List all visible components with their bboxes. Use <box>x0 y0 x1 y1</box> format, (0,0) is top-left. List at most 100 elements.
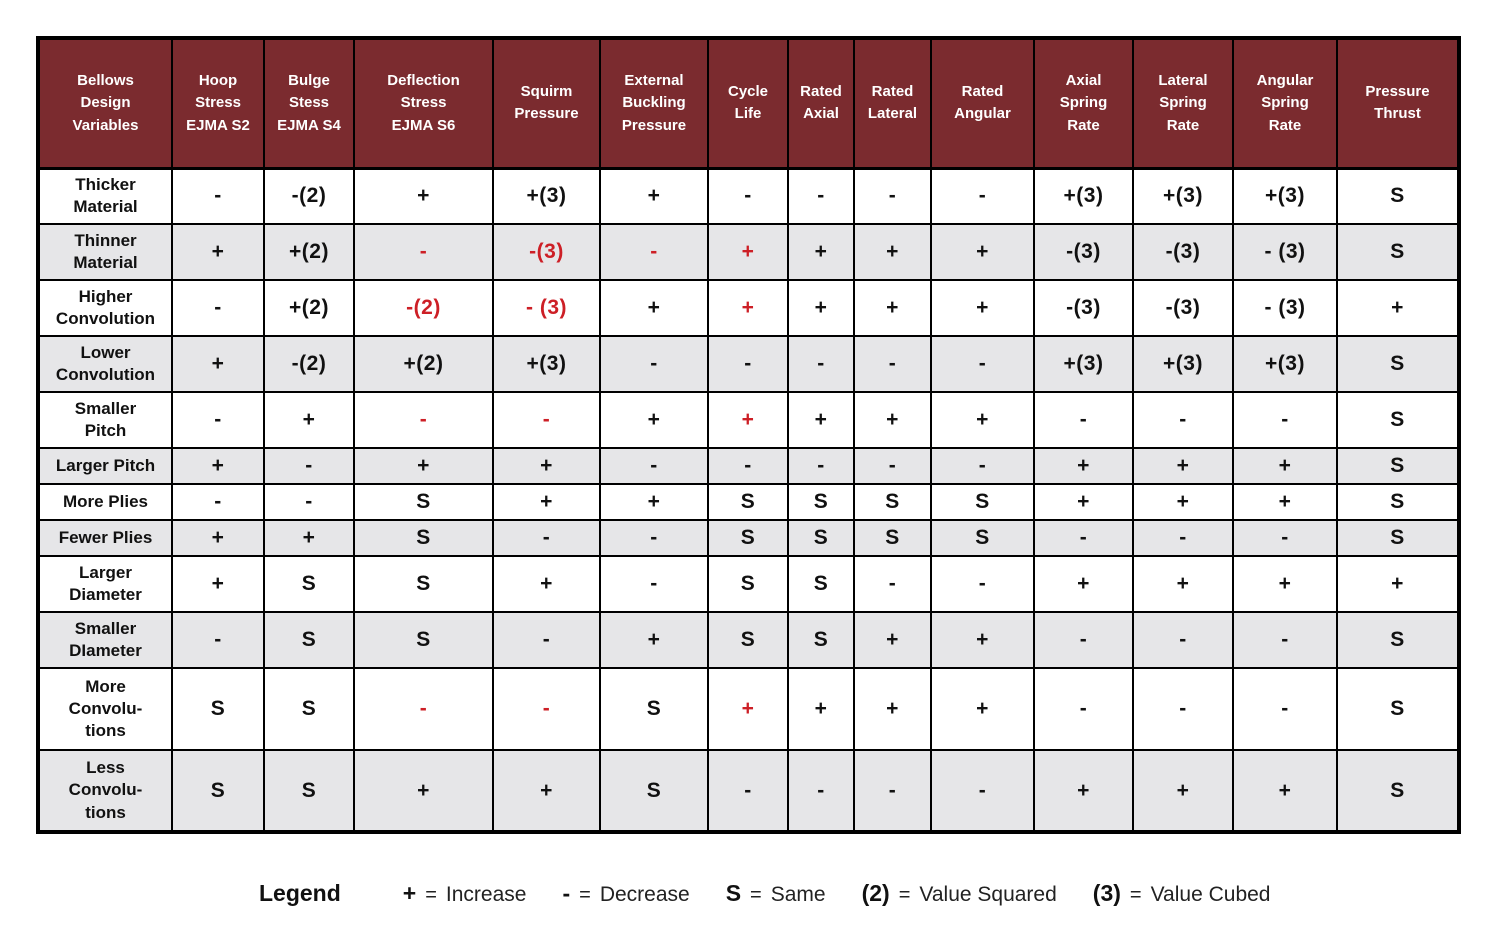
row-label: Less Convolu- tions <box>37 749 173 833</box>
table-cell: - <box>171 483 265 521</box>
table-cell: - <box>353 391 494 449</box>
table-cell: - <box>707 749 789 833</box>
table-cell: + <box>263 519 355 557</box>
table-cell: + <box>853 223 932 281</box>
table-cell: + <box>171 519 265 557</box>
table-cell: + <box>930 667 1035 751</box>
table-cell: - <box>853 167 932 225</box>
table-cell: + <box>930 391 1035 449</box>
table-cell: S <box>1336 749 1460 833</box>
legend-label: Decrease <box>599 883 690 906</box>
table-cell: S <box>707 483 789 521</box>
table-cell: - <box>853 335 932 393</box>
table-cell: - <box>930 447 1035 485</box>
row-label: Thicker Material <box>37 167 173 225</box>
table-cell: +(3) <box>492 335 601 393</box>
table-cell: - <box>353 223 494 281</box>
table-cell: + <box>787 391 855 449</box>
table-row: More Plies - - S + + S S S S + + + S <box>37 483 1460 521</box>
table-cell: - <box>853 749 932 833</box>
table-cell: - (3) <box>1232 223 1338 281</box>
table-cell: + <box>1336 279 1460 337</box>
column-header: Hoop Stress EJMA S2 <box>171 37 265 170</box>
table-cell: - <box>599 519 709 557</box>
legend-equals-sign: = <box>898 884 911 906</box>
table-cell: S <box>353 519 494 557</box>
table-cell: + <box>787 279 855 337</box>
legend-item: (2) = Value Squared <box>862 880 1057 907</box>
table-cell: + <box>599 611 709 669</box>
table-cell: -(3) <box>1132 279 1234 337</box>
legend-title: Legend <box>259 880 341 906</box>
row-label: Lower Convolution <box>37 335 173 393</box>
table-cell: + <box>707 223 789 281</box>
table-cell: + <box>492 749 601 833</box>
table-row: Thinner Material + +(2) - -(3) - + + + + -(3) -(3) -… <box>37 223 1460 281</box>
table-cell: S <box>787 483 855 521</box>
table-cell: S <box>353 555 494 613</box>
table-cell: - <box>171 391 265 449</box>
table-cell: + <box>171 447 265 485</box>
table-cell: - (3) <box>1232 279 1338 337</box>
table-cell: - <box>492 391 601 449</box>
table-cell: - <box>1033 519 1134 557</box>
row-label: Smaller DIameter <box>37 611 173 669</box>
table-cell: + <box>707 667 789 751</box>
bellows-design-table: Bellows Design Variables Hoop Stress EJMA… <box>36 36 1461 834</box>
table-cell: +(3) <box>1033 167 1134 225</box>
legend-symbol: (2) <box>861 880 890 906</box>
legend: Legend + = Increase - = Decrease S = Same (2) = Val… <box>259 880 1459 907</box>
table-cell: + <box>171 335 265 393</box>
table-cell: +(3) <box>1132 335 1234 393</box>
table-row: Smaller Pitch - + - - + + + + + - - - S <box>37 391 1460 449</box>
table-cell: - <box>853 555 932 613</box>
table-cell: S <box>263 611 355 669</box>
table-cell: + <box>353 447 494 485</box>
table-cell: + <box>1132 447 1234 485</box>
table-cell: - <box>787 335 855 393</box>
table-cell: - <box>1033 611 1134 669</box>
table-cell: + <box>930 611 1035 669</box>
row-label: Thinner Material <box>37 223 173 281</box>
row-label: Smaller Pitch <box>37 391 173 449</box>
table-cell: - <box>353 667 494 751</box>
table-cell: S <box>707 555 789 613</box>
row-label: Fewer Plies <box>37 519 173 557</box>
column-header: Bellows Design Variables <box>37 37 173 170</box>
table-cell: +(3) <box>1033 335 1134 393</box>
table-cell: + <box>1132 483 1234 521</box>
legend-equals-sign: = <box>1129 884 1142 906</box>
row-label: More Convolu- tions <box>37 667 173 751</box>
table-cell: - <box>1033 667 1134 751</box>
table-cell: -(3) <box>492 223 601 281</box>
legend-symbol: (3) <box>1092 880 1121 906</box>
table-cell: S <box>353 611 494 669</box>
table-cell: - <box>171 279 265 337</box>
table-row: Less Convolu- tions S S + + S - - - - + + + S <box>37 749 1460 833</box>
table-cell: -(3) <box>1132 223 1234 281</box>
table-cell: - <box>930 167 1035 225</box>
table-cell: + <box>599 279 709 337</box>
table-cell: + <box>853 391 932 449</box>
table-cell: + <box>492 447 601 485</box>
table-cell: S <box>1336 391 1460 449</box>
column-header: Angular Spring Rate <box>1232 37 1338 170</box>
legend-equals-sign: = <box>750 884 762 906</box>
table-cell: + <box>1033 483 1134 521</box>
table-cell: S <box>1336 447 1460 485</box>
table-cell: +(3) <box>1132 167 1234 225</box>
column-header: Rated Lateral <box>853 37 932 170</box>
table-row: Lower Convolution + -(2) +(2) +(3) - - - - - +(3) +… <box>37 335 1460 393</box>
table-cell: + <box>930 223 1035 281</box>
legend-item: S = Same <box>726 880 826 907</box>
table-cell: + <box>1232 555 1338 613</box>
table-cell: + <box>1232 749 1338 833</box>
table-cell: S <box>353 483 494 521</box>
table-cell: + <box>1033 555 1134 613</box>
table-cell: + <box>1232 447 1338 485</box>
table-cell: +(3) <box>1232 335 1338 393</box>
table-cell: - <box>171 611 265 669</box>
column-header: Lateral Spring Rate <box>1132 37 1234 170</box>
header-row: Bellows Design Variables Hoop Stress EJMA… <box>37 37 1460 170</box>
table-cell: +(3) <box>492 167 601 225</box>
